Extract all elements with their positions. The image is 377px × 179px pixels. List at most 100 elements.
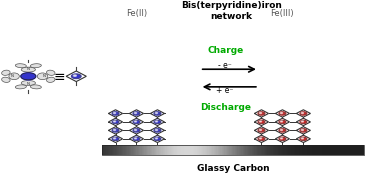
Bar	[278, 145, 279, 155]
Polygon shape	[109, 118, 123, 126]
Text: Fe(III): Fe(III)	[271, 9, 294, 18]
Bar	[213, 145, 214, 155]
Bar	[274, 145, 275, 155]
Circle shape	[279, 129, 286, 132]
Circle shape	[135, 129, 136, 130]
Circle shape	[300, 129, 307, 132]
Bar	[180, 145, 181, 155]
Bar	[123, 145, 125, 155]
Bar	[194, 145, 195, 155]
Bar	[290, 145, 291, 155]
Bar	[175, 145, 176, 155]
Polygon shape	[129, 110, 144, 117]
Bar	[120, 145, 121, 155]
Bar	[311, 145, 312, 155]
Bar	[325, 145, 326, 155]
Bar	[177, 145, 178, 155]
Circle shape	[280, 138, 282, 139]
Bar	[215, 145, 216, 155]
Ellipse shape	[21, 81, 35, 85]
Bar	[151, 145, 152, 155]
Circle shape	[74, 75, 77, 76]
Text: Glassy Carbon: Glassy Carbon	[197, 164, 270, 173]
Bar	[324, 145, 325, 155]
Bar	[279, 145, 280, 155]
Bar	[113, 145, 114, 155]
Text: Charge: Charge	[207, 46, 243, 55]
Circle shape	[155, 129, 158, 130]
Bar	[341, 145, 342, 155]
Bar	[265, 145, 266, 155]
Bar	[277, 145, 278, 155]
Polygon shape	[109, 135, 123, 142]
Bar	[302, 145, 303, 155]
Bar	[249, 145, 250, 155]
Bar	[104, 145, 105, 155]
Bar	[329, 145, 330, 155]
Text: Bis(terpyridine)iron
network: Bis(terpyridine)iron network	[181, 1, 282, 21]
Bar	[354, 145, 355, 155]
Text: - e⁻: - e⁻	[218, 61, 232, 70]
Bar	[203, 145, 205, 155]
Bar	[155, 145, 156, 155]
Bar	[109, 145, 110, 155]
Bar	[105, 145, 106, 155]
Circle shape	[112, 112, 119, 115]
Bar	[304, 145, 305, 155]
Bar	[150, 145, 151, 155]
Bar	[351, 145, 352, 155]
Circle shape	[258, 112, 265, 115]
Polygon shape	[254, 110, 268, 117]
Bar	[235, 145, 236, 155]
Ellipse shape	[30, 64, 41, 68]
Ellipse shape	[15, 64, 26, 68]
Bar	[261, 145, 262, 155]
Bar	[305, 145, 307, 155]
Circle shape	[113, 138, 116, 139]
Bar	[197, 145, 198, 155]
Bar	[258, 145, 260, 155]
Circle shape	[135, 121, 136, 122]
Polygon shape	[109, 127, 123, 134]
Bar	[202, 145, 203, 155]
Polygon shape	[296, 110, 310, 117]
Polygon shape	[109, 110, 123, 117]
Bar	[254, 145, 256, 155]
Circle shape	[112, 137, 119, 140]
Bar	[195, 145, 197, 155]
Bar	[319, 145, 320, 155]
Bar	[288, 145, 290, 155]
Bar	[135, 145, 136, 155]
Ellipse shape	[15, 85, 26, 89]
Bar	[231, 145, 232, 155]
Ellipse shape	[37, 73, 48, 80]
Circle shape	[302, 129, 303, 130]
Bar	[201, 145, 202, 155]
Bar	[360, 145, 362, 155]
Circle shape	[302, 138, 303, 139]
Bar	[163, 145, 164, 155]
Circle shape	[259, 129, 262, 130]
Bar	[232, 145, 233, 155]
Bar	[313, 145, 315, 155]
Ellipse shape	[46, 77, 55, 82]
Bar	[307, 145, 308, 155]
Bar	[134, 145, 135, 155]
Bar	[262, 145, 264, 155]
Text: $\equiv$: $\equiv$	[51, 69, 66, 83]
Bar	[286, 145, 287, 155]
Text: + e⁻: + e⁻	[216, 86, 234, 95]
Circle shape	[112, 120, 119, 124]
Circle shape	[279, 120, 286, 124]
Bar	[292, 145, 294, 155]
Bar	[242, 145, 244, 155]
Bar	[208, 145, 210, 155]
Polygon shape	[254, 118, 268, 126]
Text: N: N	[27, 67, 30, 71]
Bar	[250, 145, 252, 155]
Circle shape	[300, 137, 307, 140]
Bar	[139, 145, 140, 155]
Bar	[266, 145, 267, 155]
Polygon shape	[150, 118, 164, 126]
Circle shape	[133, 137, 140, 140]
